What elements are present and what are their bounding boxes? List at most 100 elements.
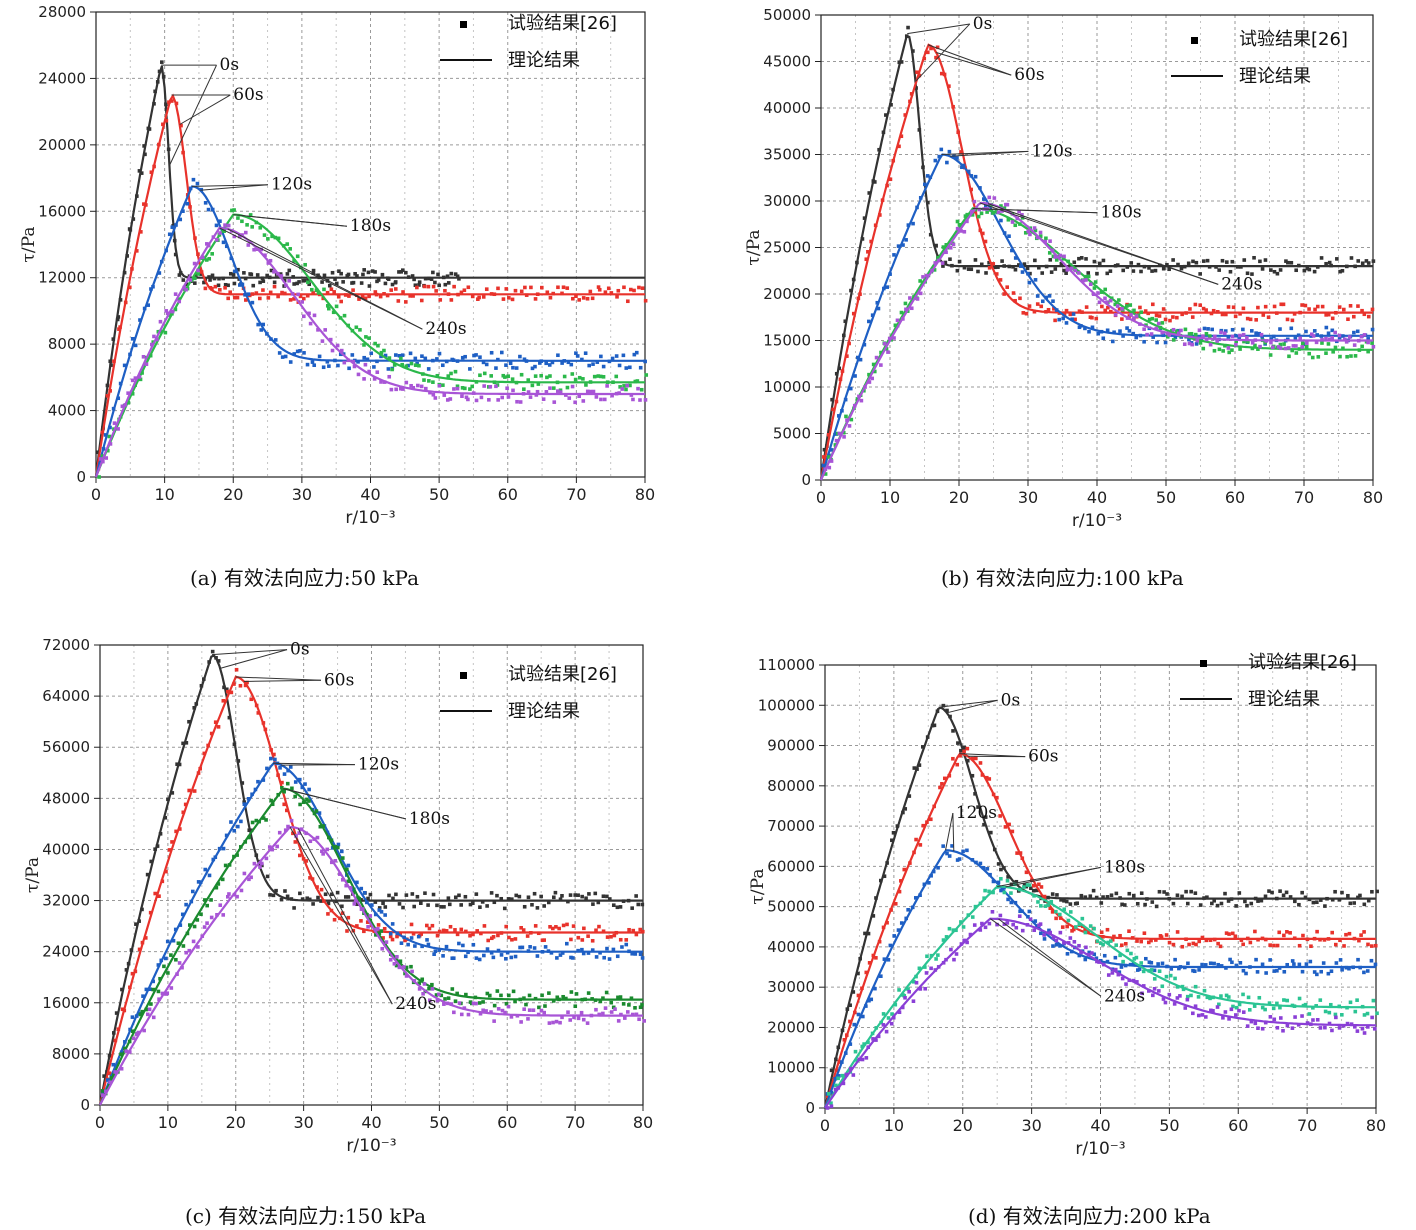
data-point-120s bbox=[978, 861, 983, 866]
data-point-60s bbox=[1226, 305, 1231, 309]
data-point-120s bbox=[821, 463, 826, 468]
data-point-180s bbox=[181, 944, 186, 948]
data-point-120s bbox=[259, 328, 264, 332]
data-point-120s bbox=[1102, 953, 1107, 958]
data-point-0s bbox=[142, 144, 146, 148]
data-point-0s bbox=[1059, 261, 1064, 266]
data-point-60s bbox=[983, 239, 988, 244]
data-point-240s bbox=[479, 395, 484, 400]
data-point-0s bbox=[1176, 262, 1180, 267]
x-tick-label: 70 bbox=[565, 1113, 585, 1132]
data-point-0s bbox=[890, 838, 894, 843]
data-point-180s bbox=[232, 208, 236, 212]
annotation-label-240s: 240s bbox=[425, 319, 466, 339]
data-point-240s bbox=[599, 397, 603, 402]
data-point-180s bbox=[288, 247, 292, 251]
data-point-240s bbox=[287, 278, 291, 283]
data-point-180s bbox=[1051, 254, 1056, 259]
data-point-0s bbox=[1234, 904, 1238, 908]
data-point-120s bbox=[1083, 957, 1088, 962]
x-tick-label: 10 bbox=[158, 1113, 178, 1132]
data-point-240s bbox=[227, 892, 231, 896]
data-point-60s bbox=[332, 290, 336, 294]
data-point-0s bbox=[453, 895, 458, 900]
data-point-0s bbox=[866, 931, 871, 936]
data-point-180s bbox=[464, 992, 468, 997]
data-point-0s bbox=[957, 259, 962, 264]
data-point-120s bbox=[999, 218, 1003, 223]
data-point-120s bbox=[481, 360, 486, 365]
data-point-0s bbox=[446, 281, 451, 285]
data-point-0s bbox=[412, 904, 416, 909]
data-point-120s bbox=[273, 757, 277, 762]
data-point-180s bbox=[1307, 351, 1312, 356]
data-point-0s bbox=[1319, 898, 1323, 902]
data-point-180s bbox=[917, 966, 922, 971]
data-point-120s bbox=[558, 953, 563, 957]
data-point-240s bbox=[239, 888, 244, 893]
data-point-180s bbox=[897, 988, 901, 992]
data-point-240s bbox=[380, 946, 385, 951]
data-point-0s bbox=[1226, 899, 1231, 903]
data-point-0s bbox=[993, 265, 997, 270]
data-point-60s bbox=[590, 938, 595, 943]
data-point-180s bbox=[1099, 290, 1104, 294]
data-point-0s bbox=[1088, 894, 1093, 898]
data-point-0s bbox=[261, 279, 266, 283]
data-point-120s bbox=[538, 361, 542, 365]
data-point-0s bbox=[1242, 258, 1247, 262]
data-point-120s bbox=[1035, 294, 1040, 298]
data-point-180s bbox=[639, 387, 644, 392]
theory-curve-60s bbox=[98, 675, 643, 1106]
data-point-0s bbox=[979, 262, 984, 267]
data-point-60s bbox=[202, 751, 207, 756]
data-point-240s bbox=[165, 311, 170, 316]
legend-label-experiment: 试验结果[26] bbox=[1239, 29, 1348, 50]
data-point-240s bbox=[158, 319, 163, 324]
data-point-240s bbox=[1263, 1020, 1268, 1025]
data-point-120s bbox=[478, 355, 482, 359]
data-point-240s bbox=[879, 363, 883, 367]
x-tick-label: 50 bbox=[429, 1113, 449, 1132]
data-point-0s bbox=[1267, 889, 1271, 893]
data-point-60s bbox=[1248, 940, 1253, 945]
data-point-180s bbox=[192, 924, 197, 929]
data-point-120s bbox=[203, 867, 208, 872]
chart-a: 0 10 20 30 40 50 60 70 8004000800012000160002000… bbox=[19, 3, 655, 528]
data-point-120s bbox=[1337, 335, 1342, 340]
data-point-180s bbox=[970, 213, 975, 217]
data-point-240s bbox=[1290, 1026, 1295, 1030]
data-point-180s bbox=[1285, 998, 1290, 1003]
data-point-240s bbox=[1215, 339, 1219, 343]
data-point-0s bbox=[1333, 889, 1337, 894]
data-point-120s bbox=[1208, 961, 1213, 966]
data-point-180s bbox=[336, 845, 340, 850]
data-point-60s bbox=[276, 294, 280, 299]
data-point-240s bbox=[1051, 936, 1056, 940]
data-point-0s bbox=[1293, 899, 1297, 904]
theory-curve-240s bbox=[99, 825, 643, 1106]
data-point-180s bbox=[957, 222, 962, 227]
data-point-0s bbox=[1346, 893, 1350, 898]
data-point-180s bbox=[327, 306, 331, 311]
data-point-60s bbox=[1360, 308, 1364, 313]
data-point-240s bbox=[1286, 346, 1291, 350]
data-point-180s bbox=[601, 375, 606, 379]
data-point-240s bbox=[352, 364, 357, 369]
x-tick-label: 20 bbox=[949, 488, 969, 507]
data-point-0s bbox=[287, 268, 292, 273]
data-point-120s bbox=[256, 779, 260, 784]
data-point-120s bbox=[474, 353, 478, 357]
data-point-240s bbox=[1241, 1010, 1246, 1014]
annotation-leader bbox=[949, 150, 1029, 157]
series-0s bbox=[819, 25, 1376, 481]
data-point-120s bbox=[278, 766, 282, 770]
data-point-120s bbox=[615, 954, 620, 959]
data-point-60s bbox=[1297, 943, 1302, 948]
data-point-120s bbox=[485, 947, 490, 951]
data-point-180s bbox=[307, 799, 311, 803]
data-point-240s bbox=[568, 1018, 573, 1022]
data-point-120s bbox=[178, 217, 183, 222]
data-point-180s bbox=[314, 288, 319, 292]
data-point-60s bbox=[1099, 930, 1104, 935]
